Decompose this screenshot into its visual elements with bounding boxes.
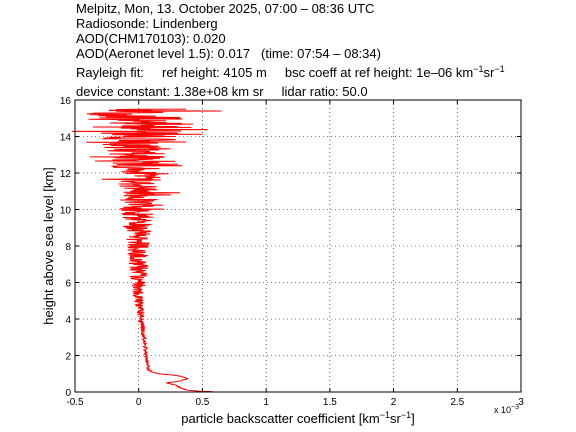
device-constant-line: device constant: 1.38e+08 km sr lidar ra…: [76, 84, 368, 99]
rayleigh-fit-line: Rayleigh fit: ref height: 4105 m bsc coe…: [76, 64, 505, 82]
aod-chm-label: AOD(CHM170103): 0.020: [76, 31, 226, 46]
ref-height-label: ref height: 4105 m: [161, 65, 267, 80]
radiosonde-label: Radiosonde: Lindenberg: [76, 16, 218, 31]
x-tick-label: 1: [263, 397, 269, 408]
x-tick-label: 2.5: [450, 397, 464, 408]
backscatter-profile-line: [71, 108, 222, 393]
lidar-ratio-label: lidar ratio: 50.0: [281, 84, 368, 99]
aod-aeronet-label: AOD(Aeronet level 1.5): 0.017: [76, 46, 251, 61]
y-tick-label: 10: [60, 206, 72, 217]
bsc-coeff-label: bsc coeff at ref height: 1e–06 km−1sr−1: [284, 64, 505, 80]
y-tick-label: 14: [60, 133, 72, 144]
aod-aeronet-time: (time: 07:54 – 08:34): [261, 46, 381, 61]
x-axis-label: particle backscatter coefficient [km−1sr…: [181, 410, 414, 426]
chart-title: Melpitz, Mon, 13. October 2025, 07:00 – …: [76, 1, 375, 16]
y-tick-label: 8: [65, 242, 71, 253]
x-tick-label: 1.5: [323, 397, 337, 408]
y-tick-label: 0: [65, 388, 71, 399]
aod-aeronet-line: AOD(Aeronet level 1.5): 0.017 (time: 07:…: [76, 46, 381, 61]
y-tick-label: 16: [60, 96, 72, 107]
x-tick-label: 0.5: [195, 397, 209, 408]
y-tick-label: 4: [65, 315, 71, 326]
plot-area: [71, 108, 222, 393]
x-tick-label: -0.5: [66, 397, 84, 408]
y-tick-label: 6: [65, 279, 71, 290]
y-axis-label: height above sea level [km]: [41, 167, 56, 325]
rayleigh-fit-label: Rayleigh fit:: [76, 65, 144, 80]
x-multiplier-label: x 10−3: [494, 404, 519, 415]
x-tick-label: 0: [136, 397, 142, 408]
x-tick-label: 2: [391, 397, 397, 408]
y-tick-label: 2: [65, 352, 71, 363]
x-tick-label: 3: [518, 397, 524, 408]
device-constant-label: device constant: 1.38e+08 km sr: [76, 84, 264, 99]
y-tick-label: 12: [60, 169, 72, 180]
